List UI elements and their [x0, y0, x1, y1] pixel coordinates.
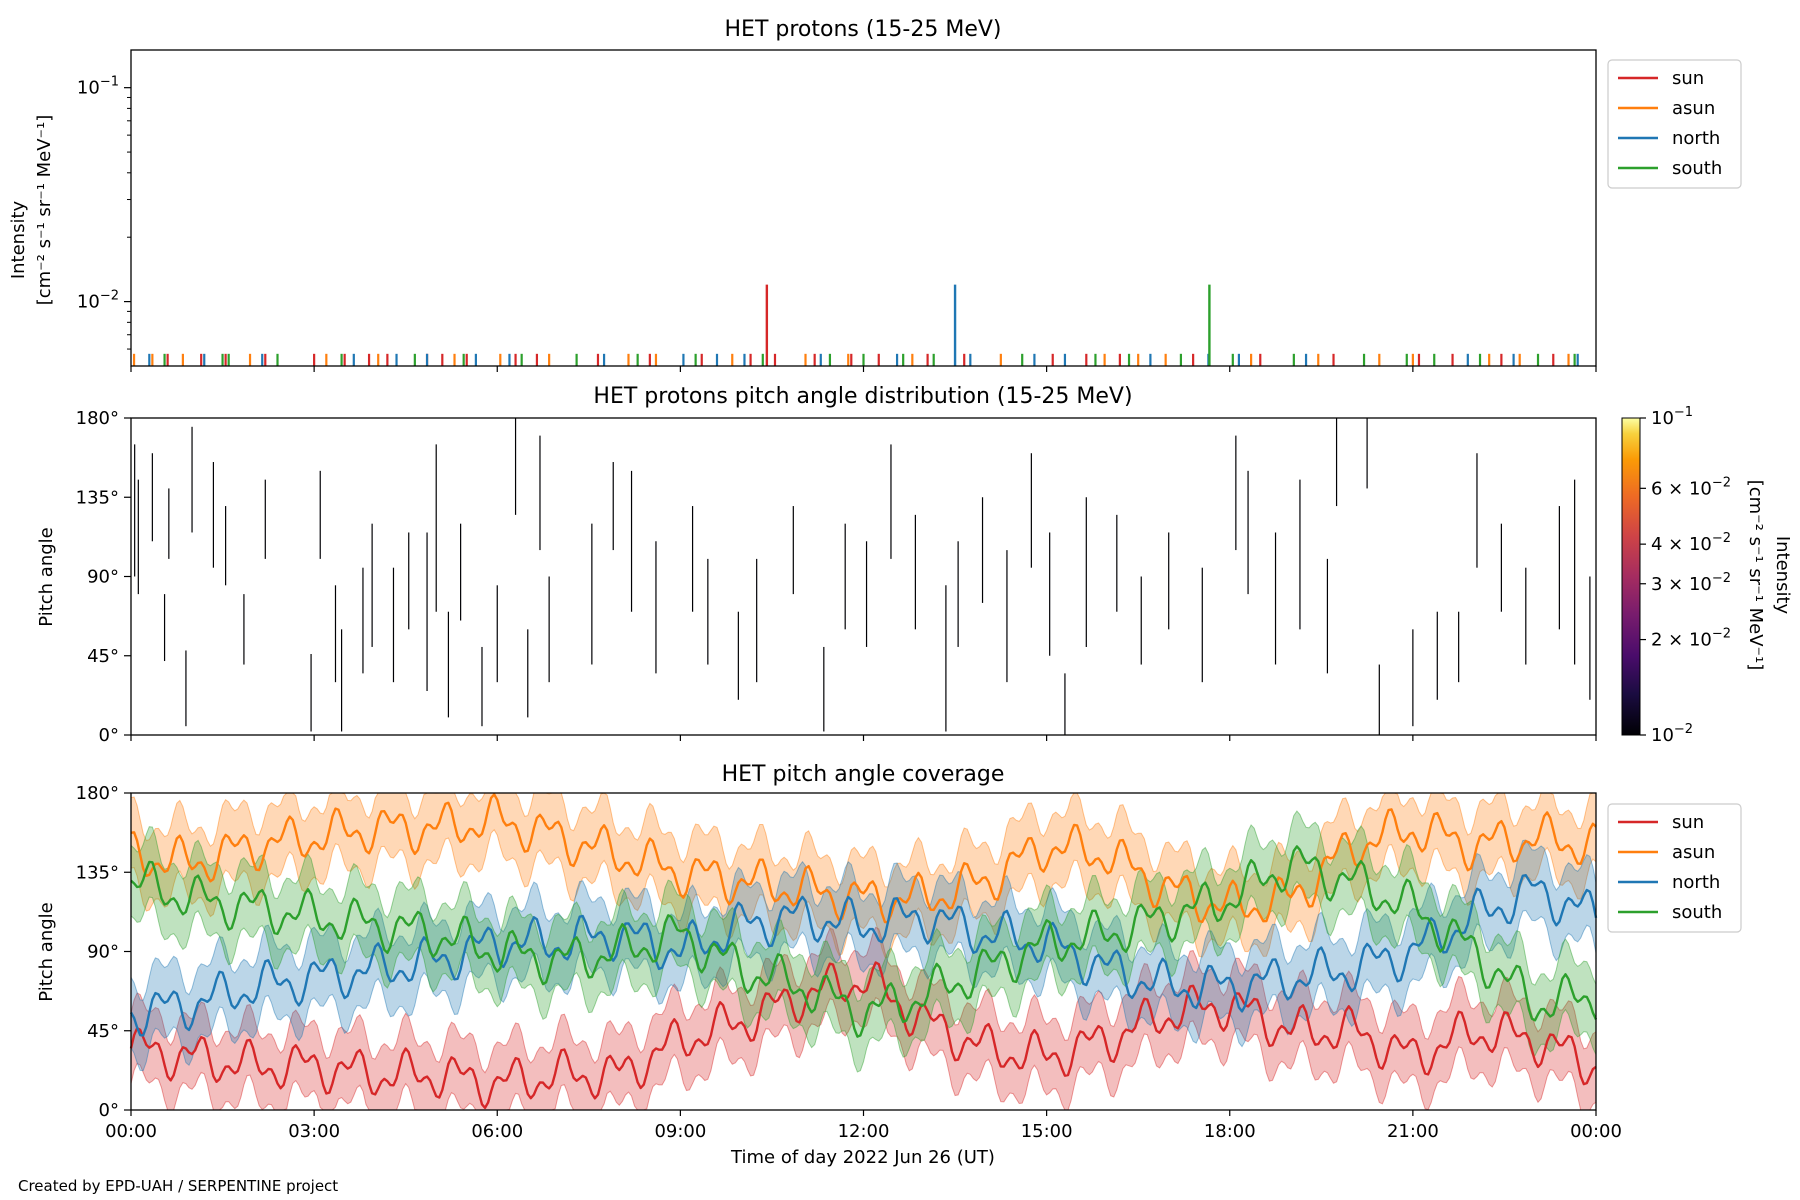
x-tick-label: 15:00 [1021, 1121, 1073, 1142]
intensity-y-ticks: 10−2 10−1 [77, 75, 131, 350]
pitch-coverage-y-label: Pitch angle [36, 902, 57, 1001]
colorbar-tick-label: 3 × 10−2 [1651, 571, 1731, 595]
x-tick-label: 12:00 [838, 1121, 890, 1142]
intensity-x-tickmarks [130, 366, 1597, 372]
y-tick-label: 0° [99, 1100, 119, 1121]
credit-text: Created by EPD-UAH / SERPENTINE project [18, 1177, 339, 1195]
x-tick-label: 06:00 [471, 1121, 523, 1142]
legend-label-south: south [1672, 158, 1722, 179]
legend-label-north: north [1672, 872, 1720, 893]
y-tick-label: 45° [87, 646, 119, 667]
colorbar-tick-label: 10−1 [1651, 405, 1693, 429]
south-coverage-line [130, 845, 1598, 1038]
y-tick-label: 10−1 [77, 75, 119, 99]
legend-label-north: north [1672, 128, 1720, 149]
legend-label-asun: asun [1672, 842, 1715, 863]
pitch-coverage-lines [129, 793, 1598, 1110]
x-tick-label: 00:00 [1570, 1121, 1622, 1142]
colorbar-unit: [cm⁻² s⁻¹ sr⁻¹ MeV⁻¹] [1745, 480, 1766, 671]
legend-box [1607, 803, 1742, 933]
legend-label-south: south [1672, 902, 1722, 923]
y-tick-label: 45° [87, 1021, 119, 1042]
intensity-plot-frame [130, 49, 1597, 367]
legend-label-sun: sun [1672, 812, 1704, 833]
x-tick-label: 03:00 [288, 1121, 340, 1142]
intensity-legend: sun asun north south [1607, 59, 1742, 189]
intensity-y-label: Intensity [8, 200, 29, 279]
y-tick-label: 135° [76, 862, 119, 883]
pitch-coverage-panel: HET pitch angle coverage 0° 45° 90° 135° 180… [36, 762, 1742, 1168]
colorbar-label: Intensity [1772, 536, 1793, 615]
x-tick-label: 00:00 [105, 1121, 157, 1142]
colorbar-tick-label: 6 × 10−2 [1651, 475, 1731, 499]
asun-coverage-line [130, 793, 1597, 924]
pitch-distribution-frame [130, 417, 1597, 736]
colorbar-ticks: 10−2 2 × 10−2 3 × 10−2 4 × 10−2 6 × 10−2 10−1 [1640, 405, 1731, 746]
intensity-panel: HET protons (15-25 MeV) 10−2 10−1 Intensi… [8, 17, 1742, 372]
pitch-distribution-plot-area [134, 418, 1591, 735]
y-tick-label: 180° [76, 783, 119, 804]
pitch-distribution-y-ticks: 0° 45° 90° 135° 180° [76, 408, 131, 746]
legend-box [1607, 59, 1742, 189]
pitch-distribution-y-label: Pitch angle [36, 527, 57, 626]
intensity-y-unit: [cm⁻² s⁻¹ sr⁻¹ MeV⁻¹] [34, 115, 55, 306]
y-tick-label: 0° [99, 725, 119, 746]
pitch-distribution-x-tickmarks [130, 735, 1597, 741]
y-tick-label: 135° [76, 487, 119, 508]
x-tick-label: 18:00 [1204, 1121, 1256, 1142]
y-tick-label: 90° [87, 567, 119, 588]
intensity-panel-title: HET protons (15-25 MeV) [725, 17, 1002, 42]
intensity-plot-area [132, 284, 1579, 366]
sun-coverage-line [129, 961, 1597, 1110]
y-tick-label: 180° [76, 408, 119, 429]
legend-label-asun: asun [1672, 98, 1715, 119]
pitch-coverage-bands [130, 792, 1597, 1111]
north-coverage-line [129, 874, 1598, 1037]
colorbar-tick-label: 10−2 [1651, 722, 1693, 746]
y-tick-label: 10−2 [77, 289, 119, 313]
colorbar [1621, 417, 1641, 736]
pitch-distribution-panel: HET protons pitch angle distribution (15… [36, 384, 1793, 746]
pitch-coverage-title: HET pitch angle coverage [722, 762, 1005, 787]
colorbar-tick-label: 4 × 10−2 [1651, 531, 1731, 555]
pitch-coverage-legend: sun asun north south [1607, 803, 1742, 933]
x-axis-label: Time of day 2022 Jun 26 (UT) [730, 1147, 995, 1168]
legend-label-sun: sun [1672, 68, 1704, 89]
x-tick-label: 21:00 [1387, 1121, 1439, 1142]
y-tick-label: 90° [87, 942, 119, 963]
pitch-coverage-x-ticks: 00:00 03:00 06:00 09:00 12:00 15:00 18:00 21:00… [105, 1110, 1622, 1142]
pitch-distribution-title: HET protons pitch angle distribution (15… [593, 384, 1132, 409]
x-tick-label: 09:00 [654, 1121, 706, 1142]
colorbar-tick-label: 2 × 10−2 [1651, 627, 1731, 651]
pitch-coverage-y-ticks: 0° 45° 90° 135° 180° [76, 783, 131, 1121]
